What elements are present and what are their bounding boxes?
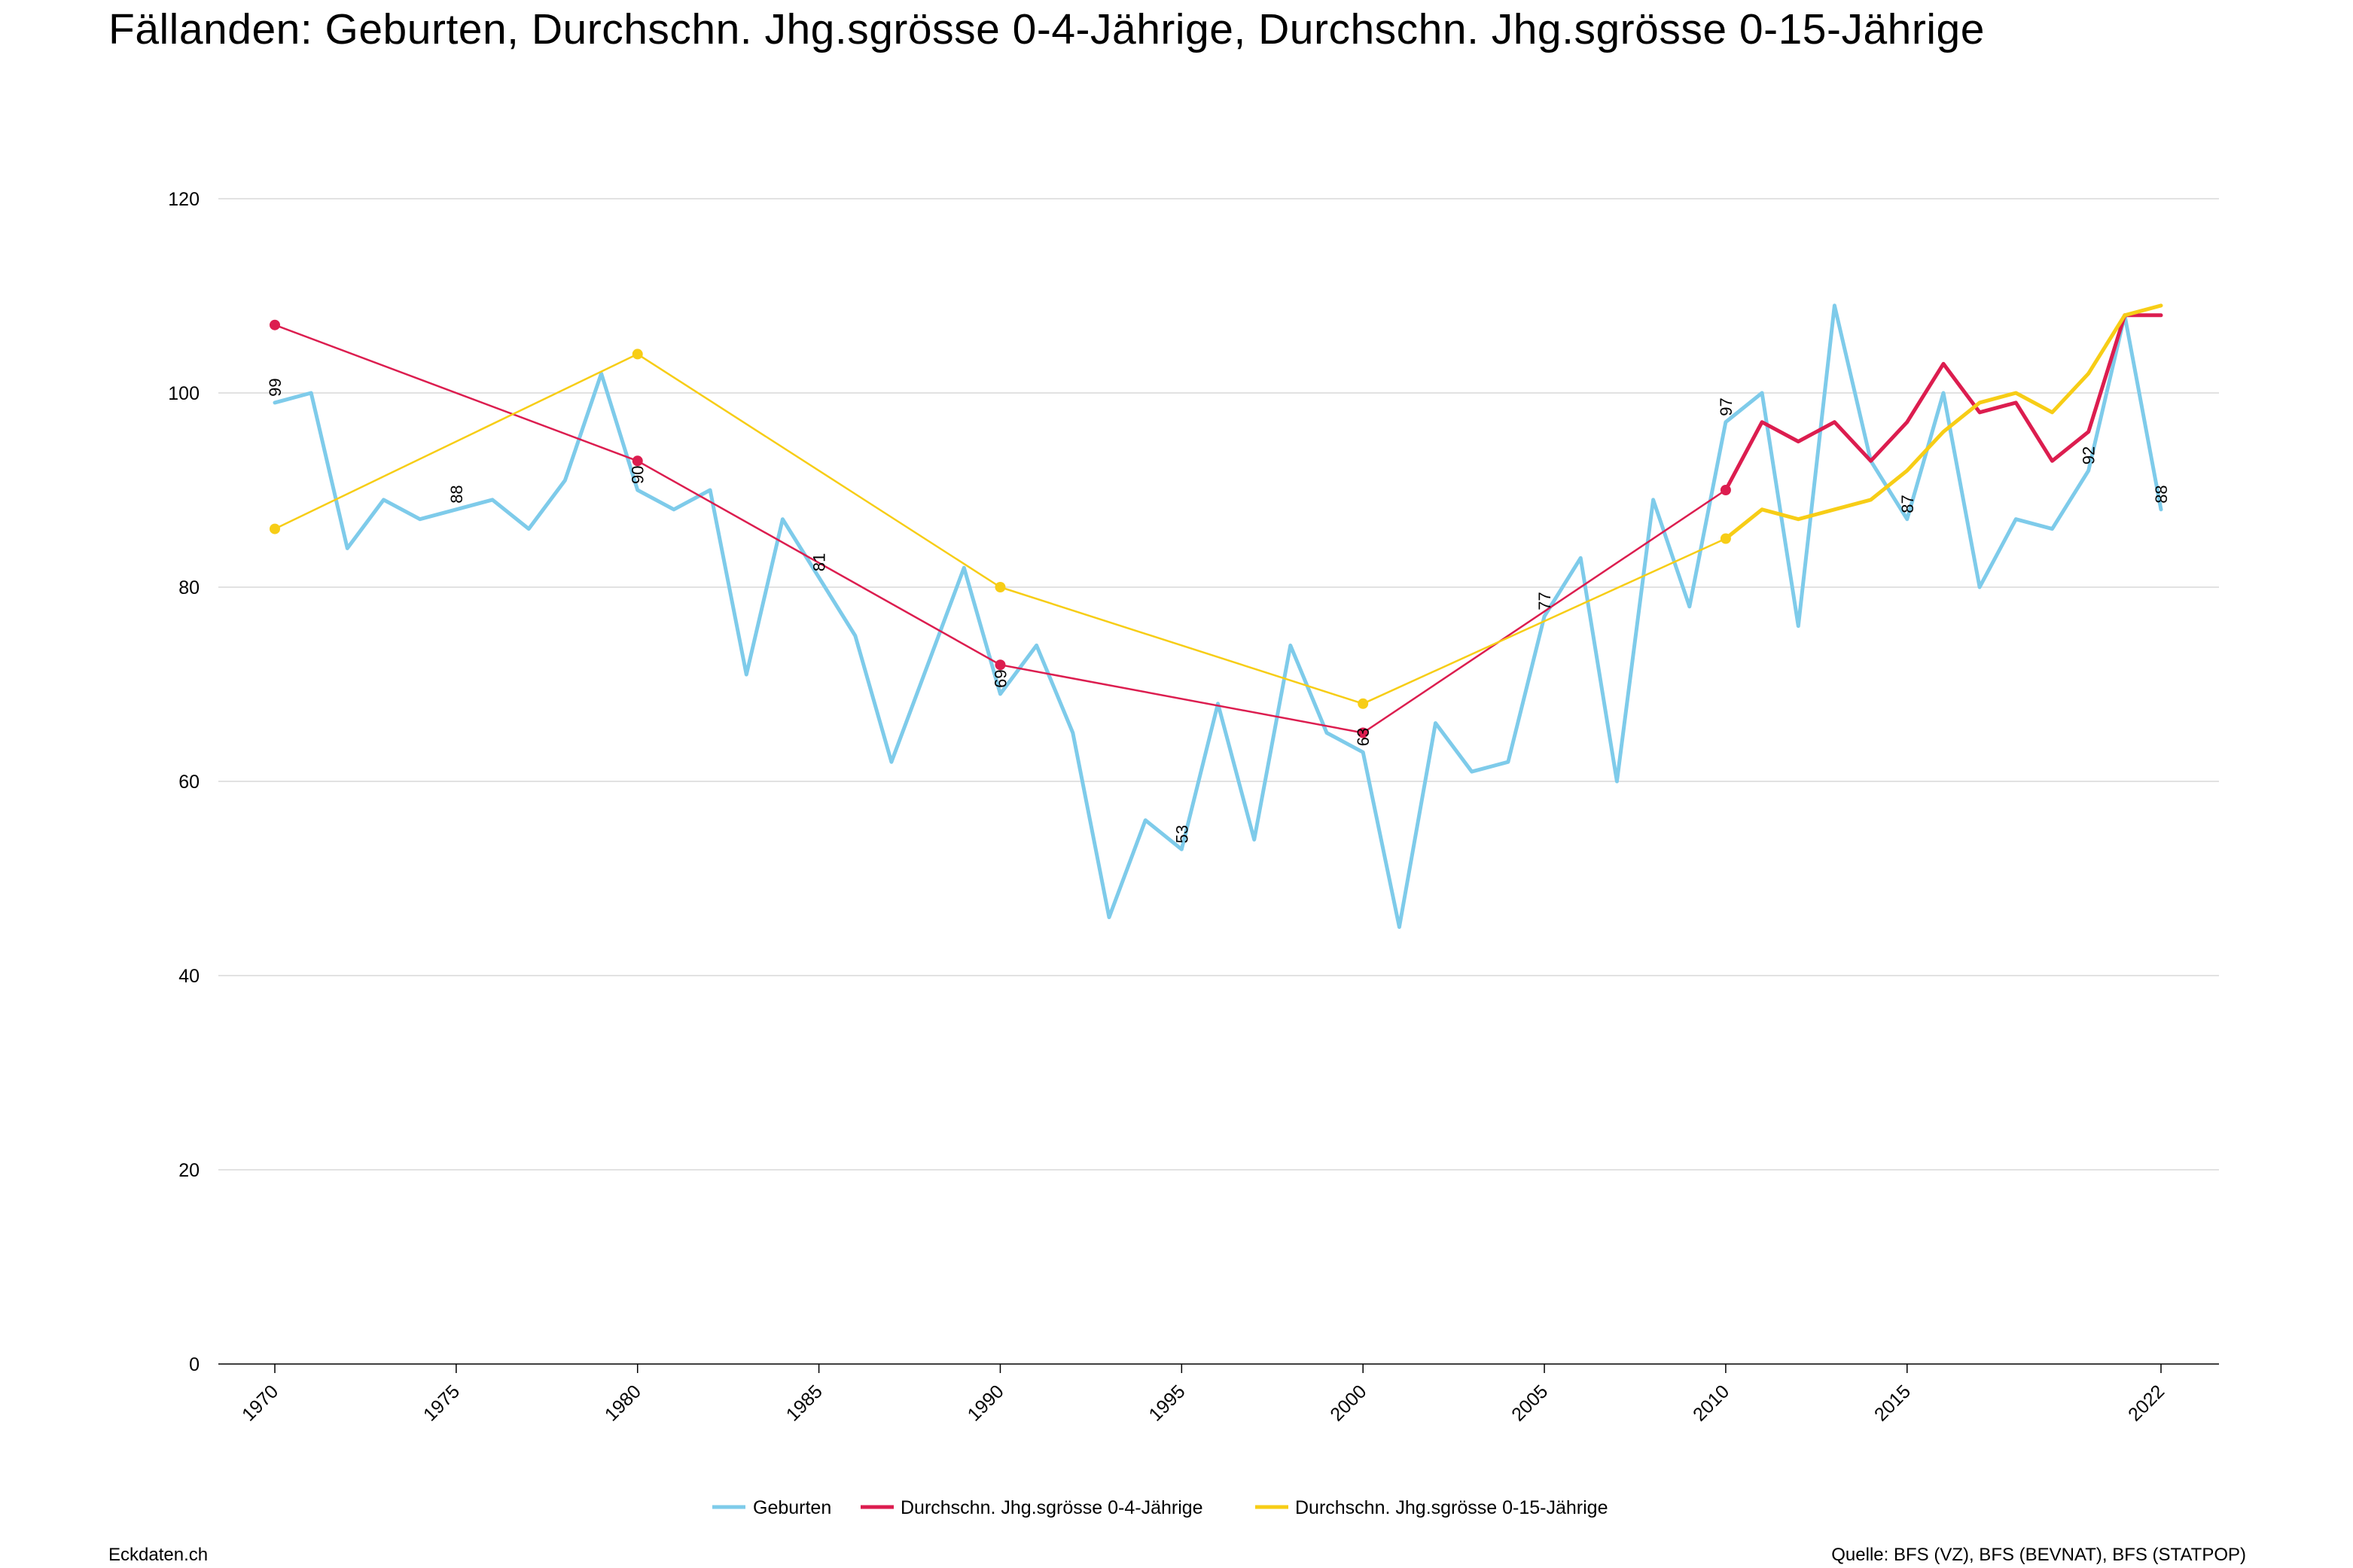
x-tick-label: 2022: [2124, 1381, 2169, 1425]
series-marker: [1720, 485, 1731, 495]
data-label: 88: [447, 485, 466, 503]
jhg-0-4-line: [273, 314, 2163, 734]
series-markers: [270, 319, 1731, 738]
jhg-0-15-line-recent: [1724, 303, 2163, 540]
data-label: 90: [629, 466, 648, 484]
series-marker: [995, 659, 1006, 671]
series-lines: [273, 303, 2163, 929]
series-marker: [995, 582, 1006, 592]
x-tick-label: 1980: [601, 1381, 645, 1425]
series-marker: [1358, 727, 1369, 738]
geburten-line: [273, 303, 2163, 929]
x-tick-label: 1995: [1144, 1381, 1189, 1425]
legend: Geburten Durchschn. Jhg.sgrösse 0-4-Jähri…: [712, 1497, 1608, 1518]
x-tick-label: 2000: [1326, 1381, 1370, 1425]
data-label: 97: [1717, 397, 1736, 416]
legend-label: Durchschn. Jhg.sgrösse 0-15-Jährige: [1295, 1497, 1608, 1518]
series-marker: [632, 349, 643, 360]
legend-label: Geburten: [753, 1497, 831, 1518]
y-tick-label: 80: [178, 577, 200, 598]
data-label: 53: [1172, 825, 1191, 843]
jhg-0-15-line: [273, 304, 2163, 705]
data-label: 92: [2080, 446, 2098, 464]
x-tick-label: 2015: [1870, 1381, 1915, 1425]
y-tick-label: 20: [178, 1160, 200, 1181]
source-footer: Quelle: BFS (VZ), BFS (BEVNAT), BFS (STA…: [1831, 1545, 2246, 1565]
data-label: 81: [810, 553, 829, 571]
y-tick-label: 60: [178, 772, 200, 793]
y-tick-label: 120: [168, 189, 200, 210]
legend-label: Durchschn. Jhg.sgrösse 0-4-Jährige: [901, 1497, 1203, 1518]
x-tick-label: 2010: [1689, 1381, 1733, 1425]
y-tick-label: 100: [168, 383, 200, 404]
x-tick-label: 1975: [419, 1381, 464, 1425]
chart-title: Fällanden: Geburten, Durchschn. Jhg.sgrö…: [108, 5, 1985, 53]
x-tick-label: 1990: [964, 1381, 1008, 1425]
series-marker: [632, 455, 643, 467]
series-marker: [1358, 698, 1369, 709]
x-tick-label: 1970: [238, 1381, 282, 1425]
series-marker: [1720, 533, 1731, 544]
data-label: 63: [1354, 728, 1373, 746]
data-label: 88: [2152, 485, 2171, 503]
data-labels: 99 88 90 81 69 53 63 77 97 87 92 88: [266, 378, 2171, 843]
data-label: 87: [1898, 495, 1917, 513]
y-tick-label: 40: [178, 966, 200, 987]
grid-lines: [218, 198, 2219, 1171]
jhg-0-4-line-recent: [1724, 313, 2163, 492]
x-tick-label: 2005: [1507, 1381, 1552, 1425]
series-marker: [270, 523, 280, 534]
data-label: 77: [1535, 592, 1554, 610]
data-label: 99: [266, 378, 285, 396]
series-marker: [270, 319, 280, 330]
brand-footer: Eckdaten.ch: [108, 1545, 209, 1565]
x-tick-label: 1985: [782, 1381, 827, 1425]
y-tick-label: 0: [189, 1354, 200, 1375]
data-label: 69: [991, 669, 1010, 687]
